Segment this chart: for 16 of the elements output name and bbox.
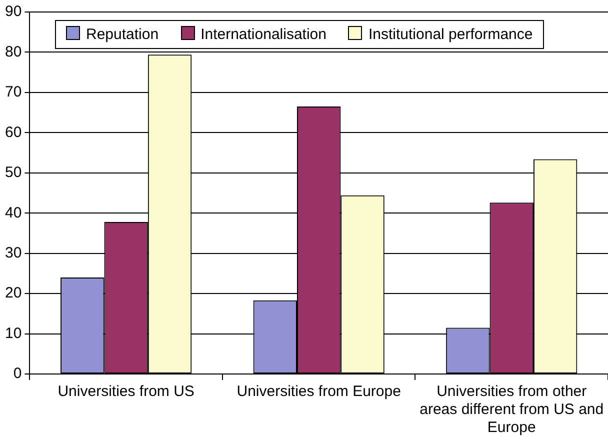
y-tick-label: 10: [4, 324, 22, 342]
x-tick-label: Universities from US: [58, 383, 194, 400]
y-tick-label: 70: [4, 84, 22, 101]
y-tick-label: 80: [4, 43, 22, 60]
y-tick-label: 40: [4, 204, 22, 222]
y-tick-label: 90: [4, 3, 22, 20]
legend-label: Reputation: [85, 26, 159, 43]
y-tick-label: 30: [4, 244, 22, 262]
legend-label: Internationalisation: [200, 26, 326, 43]
x-tick-label: Universities from Europe: [236, 383, 401, 400]
y-tick-label: 0: [13, 365, 22, 382]
legend-label: Institutional performance: [367, 26, 533, 43]
x-tick-label: Universities from other areas different from US and Europe: [420, 383, 604, 436]
y-tick-label: 20: [4, 284, 22, 302]
y-tick-label: 50: [4, 164, 22, 182]
y-tick-label: 60: [4, 124, 22, 141]
